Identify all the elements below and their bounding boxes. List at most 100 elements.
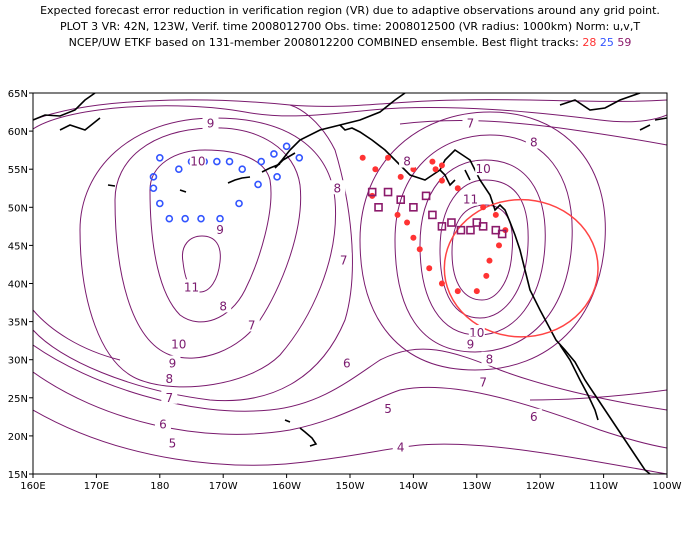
track-28-point [397, 173, 404, 180]
title-line-1: Expected forecast error reduction in ver… [40, 4, 660, 17]
plot-frame [32, 92, 668, 475]
contour-label-bg [392, 439, 409, 454]
track-25-point [295, 153, 304, 162]
contour-label-bg [338, 355, 355, 370]
contour-lines [33, 99, 667, 474]
track-25-point [225, 157, 234, 166]
lon-label: 120W [526, 481, 555, 492]
contour-label: 8 [530, 136, 538, 150]
contour-label: 9 [207, 116, 215, 130]
contour-label: 6 [159, 417, 167, 431]
track-28-point [432, 166, 439, 173]
track-28-point [410, 234, 417, 241]
contour-label: 9 [216, 223, 224, 237]
track-28-point [454, 185, 461, 192]
track-28-point [404, 219, 411, 226]
track-id-25: 25 [599, 36, 614, 49]
contour-10-east [439, 179, 529, 319]
contour-label: 10 [190, 155, 205, 169]
contour-6-east [529, 389, 667, 401]
coast-bc-islands [439, 169, 471, 187]
track-28-point [416, 246, 423, 253]
track-25-point [254, 180, 262, 189]
track-id-59: 59 [617, 36, 632, 49]
contour-label-bg [462, 336, 479, 351]
contour-label: 8 [333, 181, 341, 195]
contour-7-west [33, 104, 353, 402]
track-id-28: 28 [582, 36, 597, 49]
contour-6 [33, 344, 667, 412]
contour-label-bg [329, 180, 346, 195]
contour-label: 5 [169, 437, 177, 451]
track-59-point [447, 218, 456, 227]
lon-label: 150W [336, 481, 365, 492]
lat-label: 65N [8, 89, 28, 100]
contour-8-west [79, 117, 337, 388]
track-25-point [238, 165, 247, 173]
lat-label: 15N [8, 470, 28, 481]
track-59-point [478, 222, 488, 231]
lon-label: 130W [462, 481, 491, 492]
track-28-point [394, 211, 401, 218]
track-28-point [438, 162, 445, 169]
title-line-2: PLOT 3 VR: 42N, 123W, Verif. time 200801… [59, 20, 641, 33]
contour-label-bg [399, 153, 416, 168]
contour-8-north [399, 120, 667, 146]
track-25-point [270, 150, 278, 158]
contour-5 [33, 371, 667, 449]
contour-label: 8 [219, 299, 227, 313]
track-59-point [466, 225, 475, 235]
contour-label: 10 [475, 162, 490, 176]
contour-label: 7 [165, 391, 173, 405]
contour-label: 11 [184, 280, 199, 294]
contour-label-bg [380, 401, 397, 416]
title-line-3-prefix: NCEP/UW ETKF based on 131-member 2008012… [68, 36, 579, 49]
contour-label: 6 [530, 410, 538, 424]
contour-label-bg [161, 370, 178, 385]
track-28-point [410, 166, 417, 173]
coast-hudson [559, 93, 667, 131]
contour-label: 7 [340, 254, 348, 268]
track-59-point [437, 222, 447, 231]
contour-label-bg [202, 115, 219, 130]
track-59-point [383, 187, 393, 197]
track-25-point [216, 214, 224, 223]
track-28-point [486, 257, 493, 264]
contour-11-east [451, 204, 514, 301]
track-25-point [282, 142, 291, 151]
title-line-3: NCEP/UW ETKF based on 131-member 2008012… [0, 36, 700, 49]
track-25-point [273, 173, 281, 181]
track-25-point [149, 184, 158, 193]
contour-7-far-west [33, 309, 121, 361]
track-28-point [454, 288, 461, 295]
contour-label-bg [525, 408, 542, 423]
contour-7-north [33, 99, 667, 121]
contour-label-bg [170, 336, 187, 351]
contour-7-east [359, 111, 606, 371]
contour-4 [33, 409, 667, 474]
contour-label-bg [335, 252, 352, 267]
lon-label: 160W [272, 481, 301, 492]
track-28-point [438, 177, 445, 184]
coast-hawaii [284, 419, 318, 447]
contour-label: 11 [463, 193, 478, 207]
track-25-point [213, 157, 221, 166]
contour-label: 9 [467, 337, 475, 351]
track-28-point [492, 211, 499, 218]
lon-label: 170E [84, 481, 109, 492]
coastlines [33, 93, 667, 474]
lat-label: 55N [8, 165, 28, 176]
lat-label: 50N [8, 203, 28, 214]
contour-label: 9 [169, 357, 177, 371]
lon-label: 110W [589, 481, 618, 492]
coast-aleutians [107, 163, 281, 193]
contour-label-bg [161, 389, 178, 404]
track-28-point [359, 154, 366, 161]
contour-label: 6 [343, 357, 351, 371]
contour-label-bg [525, 134, 542, 149]
contour-label-bg [462, 191, 479, 206]
contour-label-bg [243, 317, 260, 332]
track-59-point [456, 225, 466, 235]
